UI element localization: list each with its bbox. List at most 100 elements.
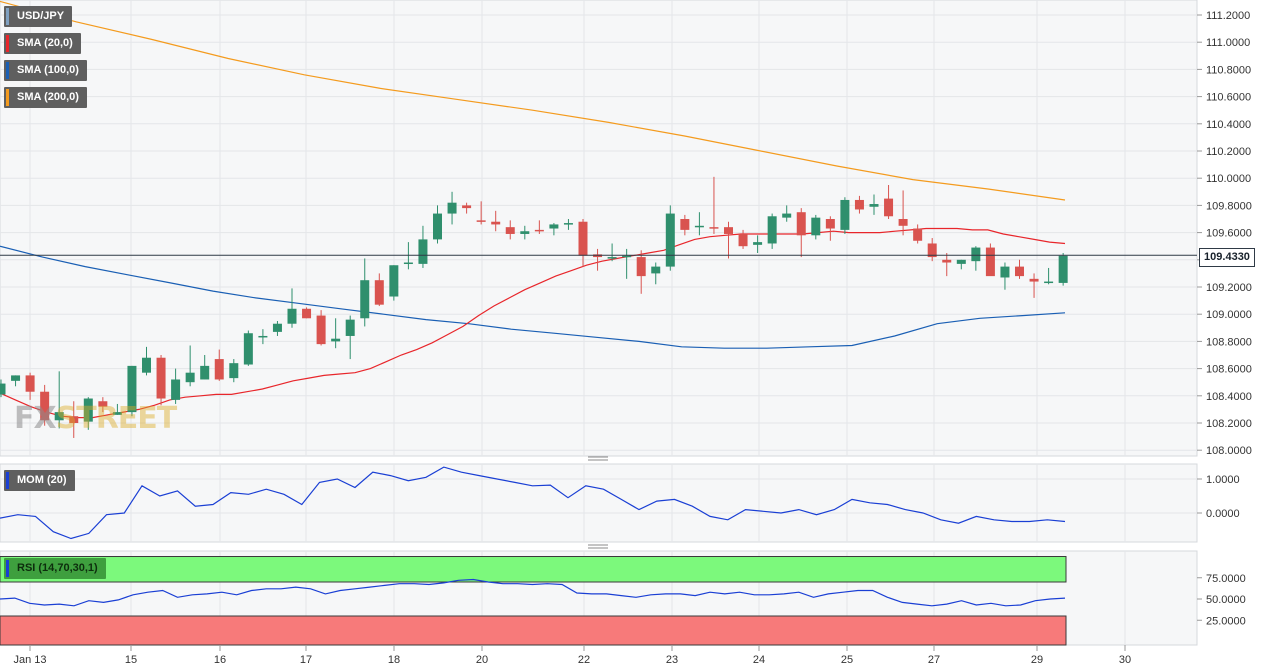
- y-tick-label: 111.2000: [1206, 10, 1250, 22]
- y-tick-label: 111.0000: [1206, 37, 1250, 49]
- y-tick-label: 108.8000: [1206, 336, 1252, 348]
- rsi-oversold-zone: [0, 615, 1067, 646]
- candle-body: [447, 202, 457, 214]
- candle-body: [185, 372, 195, 383]
- mom-color-swatch: [6, 472, 9, 489]
- candle-body: [971, 247, 981, 262]
- fxstreet-watermark-logo: FXSTREET: [14, 401, 177, 436]
- rsi-overbought-zone: [0, 556, 1067, 583]
- candle-body: [433, 213, 442, 240]
- y-tick-label: 110.0000: [1206, 173, 1251, 185]
- candle-body: [884, 198, 894, 217]
- sma100-color-swatch: [6, 62, 9, 79]
- candle-body: [825, 219, 835, 229]
- candle-body: [171, 379, 181, 400]
- x-tick-label: 15: [125, 654, 137, 666]
- candle-body: [69, 416, 79, 423]
- candle-body: [869, 204, 879, 207]
- candle-body: [1044, 281, 1054, 284]
- sma200-color-swatch: [6, 89, 9, 106]
- candle-body: [11, 375, 21, 381]
- candle-body: [331, 338, 341, 342]
- mom-label: MOM (20): [17, 474, 67, 486]
- y-tick-label: 109.0000: [1206, 309, 1252, 321]
- mom-y-tick-label: 0.0000: [1206, 508, 1240, 520]
- candle-body: [98, 401, 108, 407]
- candle-body: [374, 280, 384, 305]
- y-tick-label: 108.6000: [1206, 364, 1252, 376]
- candle-body: [854, 199, 864, 210]
- candle-body: [1058, 255, 1068, 283]
- candle-body: [127, 365, 137, 413]
- candle-body: [680, 219, 690, 230]
- candle-body: [112, 412, 122, 415]
- candle-body: [214, 359, 224, 380]
- sma20-color-swatch: [6, 35, 9, 52]
- candle-body: [985, 247, 995, 277]
- y-tick-label: 109.6000: [1206, 228, 1252, 240]
- x-tick-label: 30: [1119, 654, 1131, 666]
- legend-sma100[interactable]: SMA (100,0): [4, 60, 87, 81]
- y-tick-label: 108.0000: [1206, 445, 1252, 457]
- main-panel-bg: [0, 0, 1198, 457]
- resize-handle-mom[interactable]: [588, 456, 608, 461]
- sma200-line: [0, 0, 1066, 201]
- sma100-line: [0, 245, 1066, 349]
- candle-body: [156, 357, 166, 399]
- y-tick-label: 109.8000: [1206, 200, 1252, 212]
- candle-body: [724, 227, 733, 234]
- symbol-label[interactable]: USD/JPY: [4, 6, 73, 27]
- candle-body: [418, 239, 428, 264]
- y-tick-label: 110.6000: [1206, 92, 1251, 104]
- legend-rsi[interactable]: RSI (14,70,30,1): [4, 558, 106, 579]
- candle-body: [796, 212, 806, 236]
- candle-body: [243, 333, 253, 365]
- rsi-y-tick-label: 50.0000: [1206, 594, 1246, 606]
- candle-body: [811, 217, 821, 236]
- candle-body: [403, 262, 413, 265]
- candle-body: [302, 308, 312, 319]
- candle-body: [753, 242, 763, 245]
- candle-body: [40, 391, 50, 421]
- legend-sma20[interactable]: SMA (20,0): [4, 33, 81, 54]
- legend-mom[interactable]: MOM (20): [4, 470, 75, 491]
- candle-body: [927, 243, 937, 258]
- y-tick-label: 110.4000: [1206, 119, 1251, 131]
- candle-body: [651, 266, 661, 274]
- x-tick-label: 24: [753, 654, 765, 666]
- mom-y-tick-label: 1.0000: [1206, 474, 1240, 486]
- candle-body: [563, 223, 573, 225]
- candle-body: [840, 199, 850, 230]
- y-tick-label: 110.8000: [1206, 64, 1251, 76]
- x-tick-label: 29: [1031, 654, 1043, 666]
- candle-body: [622, 255, 632, 258]
- candle-body: [1015, 266, 1024, 277]
- candle-body: [258, 335, 268, 338]
- candle-body: [534, 229, 544, 232]
- y-tick-label: 108.4000: [1206, 391, 1252, 403]
- candle-body: [272, 323, 282, 332]
- candle-body: [767, 216, 777, 244]
- candle-body: [520, 231, 530, 234]
- y-tick-label: 108.2000: [1206, 418, 1252, 430]
- candle-body: [913, 228, 923, 241]
- candle-body: [462, 205, 472, 209]
- candle-body: [1000, 266, 1010, 278]
- x-tick-label: 20: [476, 654, 488, 666]
- x-tick-label: 18: [388, 654, 400, 666]
- candle-body: [316, 315, 326, 345]
- candle-body: [942, 259, 952, 263]
- candle-body: [898, 219, 908, 226]
- candle-body: [360, 280, 370, 319]
- mom-line: [0, 466, 1066, 540]
- x-tick-label: 23: [666, 654, 678, 666]
- legend-sma200[interactable]: SMA (200,0): [4, 87, 87, 108]
- candle-body: [665, 213, 675, 267]
- candle-body: [578, 221, 588, 256]
- candle-body: [636, 257, 646, 277]
- candle-body: [345, 319, 355, 336]
- candle-body: [491, 221, 501, 225]
- candle-body: [229, 363, 239, 379]
- rsi-y-tick-label: 25.0000: [1206, 615, 1246, 627]
- resize-handle-rsi[interactable]: [588, 544, 608, 549]
